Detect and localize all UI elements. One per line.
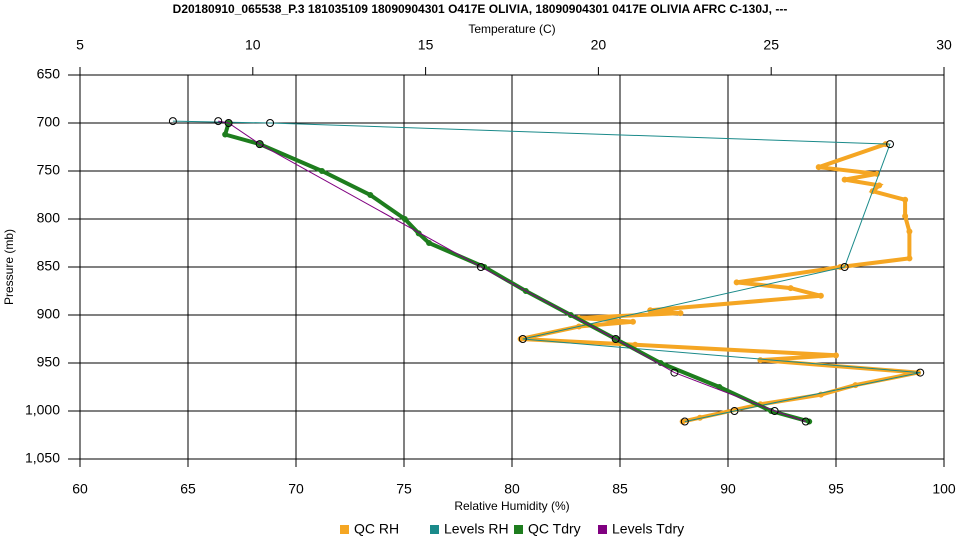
series-line: [172, 120, 921, 423]
data-point: [902, 196, 909, 203]
data-point: [886, 140, 894, 149]
legend-swatch: [514, 525, 523, 534]
legend-label: Levels RH: [444, 521, 509, 537]
x-tick-label: 65: [180, 481, 196, 497]
data-point: [902, 213, 909, 220]
data-point: [680, 417, 689, 426]
data-point: [222, 131, 229, 138]
y-tick-label: 950: [37, 354, 61, 370]
data-point: [255, 140, 264, 149]
legend-swatch: [340, 525, 349, 534]
legend-label: QC RH: [354, 521, 399, 537]
data-point: [168, 117, 177, 126]
series-line: [520, 142, 919, 424]
y-tick-label: 900: [37, 306, 61, 322]
legend-label: QC Tdry: [528, 521, 581, 537]
data-point: [401, 216, 408, 222]
data-point: [426, 240, 433, 246]
x2-tick-label: 10: [245, 37, 261, 53]
x-tick-label: 90: [720, 481, 736, 497]
data-point: [214, 117, 223, 126]
data-point: [906, 255, 913, 262]
x-tick-label: 100: [932, 481, 956, 497]
y-tick-label: 800: [37, 210, 61, 226]
data-point: [801, 417, 810, 426]
data-point: [757, 357, 764, 364]
data-point: [224, 119, 233, 127]
data-point: [730, 407, 739, 415]
y-tick-label: 700: [37, 114, 61, 130]
x2-tick-label: 30: [936, 37, 952, 53]
data-point: [841, 176, 848, 183]
data-point: [266, 119, 275, 127]
data-point: [476, 263, 485, 271]
x-tick-label: 80: [504, 481, 520, 497]
series-line: [218, 120, 806, 423]
x2-tick-label: 15: [418, 37, 434, 53]
x-tick-label: 95: [828, 481, 844, 497]
x2-tick-label: 20: [591, 37, 607, 53]
data-point: [876, 182, 883, 189]
data-point: [770, 407, 779, 415]
data-point: [318, 168, 325, 174]
legend-label: Levels Tdry: [612, 521, 684, 537]
y-tick-label: 650: [37, 66, 61, 82]
x-axis-label: Relative Humidity (%): [454, 499, 569, 513]
data-point: [611, 335, 620, 343]
data-point: [733, 279, 740, 286]
data-point: [916, 368, 925, 377]
y-tick-label: 850: [37, 258, 61, 274]
x-tick-label: 75: [396, 481, 412, 497]
x2-axis-label: Temperature (C): [468, 22, 555, 36]
y-tick-label: 750: [37, 162, 61, 178]
x2-tick-label: 25: [763, 37, 779, 53]
legend-swatch: [598, 525, 607, 534]
x-tick-label: 60: [72, 481, 88, 497]
data-point: [787, 285, 794, 292]
x2-tick-label: 5: [76, 37, 84, 53]
data-point: [906, 228, 913, 235]
data-point: [833, 352, 839, 359]
data-point: [817, 292, 824, 299]
data-point: [367, 192, 374, 198]
x-tick-label: 85: [612, 481, 628, 497]
data-point: [815, 164, 822, 171]
data-point: [629, 318, 636, 325]
y-axis-label: Pressure (mb): [2, 229, 16, 305]
series-line: [222, 122, 810, 424]
y-tick-label: 1,050: [25, 450, 60, 466]
data-point: [670, 368, 679, 377]
legend-swatch: [430, 525, 439, 534]
data-point: [677, 310, 684, 317]
x-tick-label: 70: [288, 481, 304, 497]
y-tick-label: 1,000: [25, 402, 60, 418]
data-point: [518, 335, 527, 343]
chart-title: D20180910_065538_P.3 181035109 180909043…: [173, 2, 788, 16]
data-point: [840, 263, 849, 271]
